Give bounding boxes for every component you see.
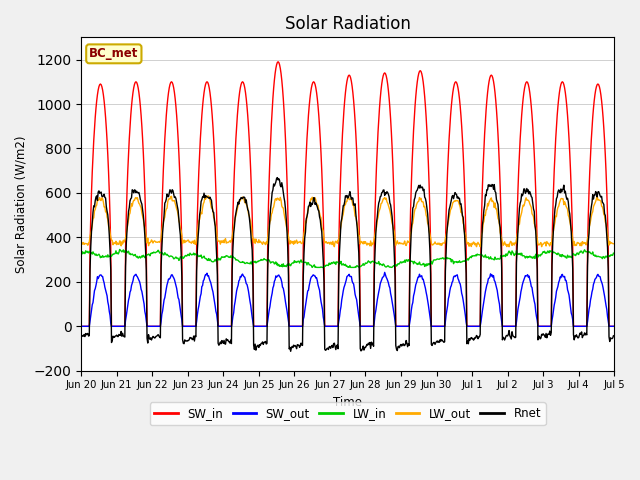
LW_in: [429, 259, 436, 265]
LW_in: [116, 247, 124, 252]
LW_in: [196, 253, 204, 259]
LW_out: [593, 192, 601, 198]
Line: SW_out: SW_out: [81, 272, 614, 326]
SW_out: [428, 324, 436, 329]
Rnet: [77, 335, 85, 341]
Rnet: [141, 247, 149, 253]
SW_in: [274, 59, 282, 65]
SW_in: [77, 324, 85, 329]
LW_in: [225, 254, 232, 260]
SW_out: [196, 298, 204, 304]
Line: LW_out: LW_out: [81, 195, 614, 247]
Line: Rnet: Rnet: [81, 178, 614, 351]
LW_out: [224, 240, 232, 246]
LW_out: [87, 230, 95, 236]
SW_in: [87, 213, 95, 219]
Rnet: [429, 341, 436, 347]
Line: LW_in: LW_in: [81, 250, 614, 267]
Rnet: [413, 187, 421, 193]
SW_out: [224, 324, 232, 329]
LW_in: [610, 250, 618, 256]
SW_in: [610, 324, 618, 329]
LW_out: [141, 230, 149, 236]
LW_in: [308, 264, 316, 270]
Rnet: [273, 175, 281, 180]
SW_in: [224, 324, 232, 329]
Rnet: [87, 243, 95, 249]
Rnet: [287, 348, 294, 354]
SW_out: [77, 324, 85, 329]
Legend: SW_in, SW_out, LW_in, LW_out, Rnet: SW_in, SW_out, LW_in, LW_out, Rnet: [150, 402, 546, 425]
X-axis label: Time: Time: [333, 396, 362, 409]
LW_out: [196, 216, 204, 222]
SW_in: [413, 85, 420, 91]
LW_out: [505, 244, 513, 250]
LW_in: [77, 252, 85, 257]
Rnet: [196, 212, 204, 218]
LW_out: [412, 205, 420, 211]
Rnet: [224, 337, 232, 343]
SW_in: [141, 212, 149, 218]
LW_in: [143, 252, 150, 258]
Text: BC_met: BC_met: [89, 48, 138, 60]
SW_in: [196, 151, 204, 156]
Rnet: [610, 333, 618, 339]
LW_out: [610, 241, 618, 247]
SW_out: [87, 312, 95, 318]
SW_out: [141, 312, 149, 318]
Y-axis label: Solar Radiation (W/m2): Solar Radiation (W/m2): [15, 135, 28, 273]
SW_out: [610, 324, 618, 329]
SW_out: [413, 280, 420, 286]
LW_out: [428, 240, 435, 246]
SW_out: [381, 269, 388, 275]
LW_in: [413, 262, 421, 267]
Line: SW_in: SW_in: [81, 62, 614, 326]
Title: Solar Radiation: Solar Radiation: [285, 15, 411, 33]
LW_in: [87, 250, 95, 256]
SW_in: [428, 324, 436, 329]
LW_out: [77, 240, 85, 246]
